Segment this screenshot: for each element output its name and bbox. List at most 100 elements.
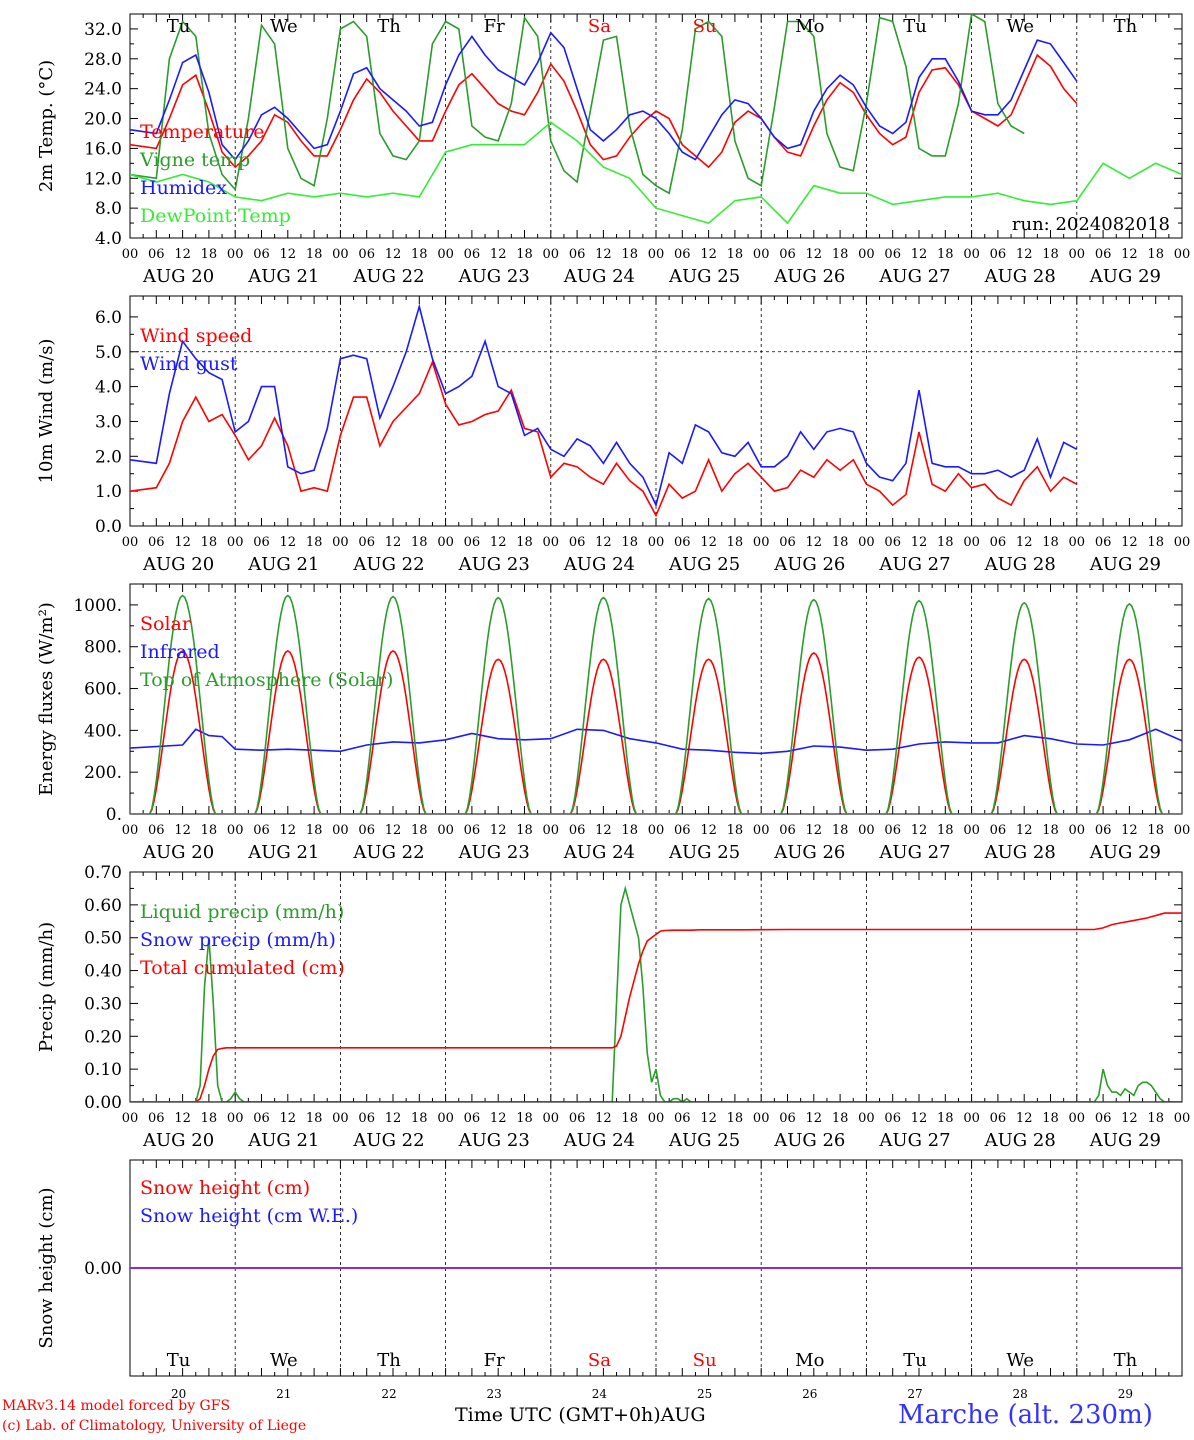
legend-entry: Temperature: [140, 121, 264, 143]
y-tick-label: 24.0: [84, 80, 122, 100]
hour-tick-label: 06: [358, 1111, 375, 1126]
y-tick-label: 16.0: [84, 139, 122, 159]
legend-entry: Vigne temp: [139, 149, 250, 171]
hour-tick-label: 18: [1147, 823, 1164, 838]
legend-entry: Snow precip (mm/h): [140, 929, 336, 951]
weekday-label: Th: [1114, 16, 1138, 37]
legend-entry: Snow height (cm): [140, 1177, 310, 1199]
hour-tick-label: 06: [464, 1111, 481, 1126]
y-tick-label: 0.00: [84, 1259, 122, 1279]
date-label: AUG 26: [773, 554, 845, 575]
series-group: [130, 14, 1182, 225]
day-number: 25: [697, 1387, 712, 1401]
hour-tick-label: 18: [306, 1111, 323, 1126]
hour-tick-label: 12: [174, 247, 191, 262]
hour-tick-label: 00: [1174, 247, 1191, 262]
hour-tick-label: 00: [648, 247, 665, 262]
hour-tick-label: 00: [963, 823, 980, 838]
weekday-label: Tu: [903, 1350, 927, 1371]
legend-entry: Wind gust: [140, 353, 238, 375]
hour-tick-label: 06: [990, 1111, 1007, 1126]
hour-tick-label: 00: [753, 535, 770, 550]
hour-tick-label: 12: [595, 247, 612, 262]
hour-tick-label: 18: [1042, 823, 1059, 838]
hour-tick-label: 12: [385, 1111, 402, 1126]
date-label: AUG 20: [142, 1130, 214, 1151]
date-label: AUG 26: [773, 266, 845, 287]
hour-tick-label: 06: [253, 823, 270, 838]
hour-tick-label: 12: [385, 247, 402, 262]
hour-tick-label: 00: [122, 535, 139, 550]
month-label: AUG: [660, 1404, 706, 1426]
series-line: [130, 31, 1078, 161]
y-tick-label: 1.0: [95, 482, 122, 502]
panel-2: 0.0 1.0 2.0 3.0 4.0 5.0 6.0 10m Wind (m/s) Wind …: [36, 295, 1191, 575]
series-line: [130, 912, 1182, 1102]
hour-tick-label: 00: [963, 247, 980, 262]
y-tick-label: 600.: [84, 680, 122, 700]
hour-tick-label: 06: [674, 823, 691, 838]
hour-tick-label: 12: [280, 823, 297, 838]
hour-tick-label: 00: [753, 1111, 770, 1126]
date-label: AUG 26: [773, 842, 845, 863]
weekday-label: Th: [377, 1350, 401, 1371]
hour-tick-label: 06: [674, 1111, 691, 1126]
hour-tick-label: 06: [569, 535, 586, 550]
hour-tick-label: 00: [1069, 247, 1086, 262]
series-line: [130, 594, 1182, 814]
hour-tick-label: 18: [516, 823, 533, 838]
y-tick-label: 0.0: [95, 517, 122, 537]
date-label: AUG 24: [563, 554, 635, 575]
hour-tick-label: 18: [516, 1111, 533, 1126]
hour-tick-label: 12: [806, 1111, 823, 1126]
date-label: AUG 21: [247, 266, 319, 287]
hour-tick-label: 12: [490, 1111, 507, 1126]
hour-tick-label: 12: [911, 823, 928, 838]
hour-tick-label: 00: [332, 247, 349, 262]
hour-tick-label: 12: [700, 247, 717, 262]
hour-tick-label: 12: [1121, 247, 1138, 262]
hour-tick-label: 00: [648, 535, 665, 550]
hour-tick-label: 00: [648, 823, 665, 838]
hour-tick-label: 12: [911, 1111, 928, 1126]
hour-tick-label: 00: [1174, 535, 1191, 550]
station-name: Marche (alt. 230m): [898, 1400, 1153, 1430]
hour-tick-label: 00: [858, 1111, 875, 1126]
hour-tick-label: 18: [621, 535, 638, 550]
weekday-label: Sa: [588, 1350, 611, 1371]
legend-entry: Humidex: [140, 177, 227, 199]
hour-tick-label: 12: [595, 1111, 612, 1126]
hour-tick-label: 00: [648, 1111, 665, 1126]
hour-tick-label: 18: [727, 247, 744, 262]
hour-tick-label: 18: [727, 1111, 744, 1126]
hour-tick-label: 06: [464, 535, 481, 550]
hour-tick-label: 06: [990, 823, 1007, 838]
date-label: AUG 24: [563, 842, 635, 863]
y-tick-label: 4.0: [95, 378, 122, 398]
hour-tick-label: 06: [148, 1111, 165, 1126]
weekday-label: We: [1006, 1350, 1034, 1371]
hour-tick-label: 00: [437, 247, 454, 262]
date-label: AUG 28: [984, 1130, 1056, 1151]
hour-tick-label: 06: [358, 535, 375, 550]
hour-tick-label: 12: [700, 823, 717, 838]
date-label: AUG 25: [668, 554, 740, 575]
hour-tick-label: 18: [937, 535, 954, 550]
weekday-label: Sa: [588, 16, 611, 37]
hour-tick-label: 18: [621, 247, 638, 262]
hour-tick-label: 18: [1042, 535, 1059, 550]
date-label: AUG 21: [247, 554, 319, 575]
series-line: [130, 121, 1182, 225]
day-number: 22: [381, 1387, 396, 1401]
legend-entry: Infrared: [140, 641, 220, 663]
hour-tick-label: 18: [937, 823, 954, 838]
hour-tick-label: 18: [1042, 1111, 1059, 1126]
date-label: AUG 29: [1089, 554, 1161, 575]
weekday-label: Tu: [903, 16, 927, 37]
hour-tick-label: 06: [253, 247, 270, 262]
series-line: [130, 14, 1025, 195]
hour-tick-label: 12: [385, 535, 402, 550]
day-number: 24: [592, 1387, 608, 1401]
day-number: 29: [1118, 1387, 1133, 1401]
